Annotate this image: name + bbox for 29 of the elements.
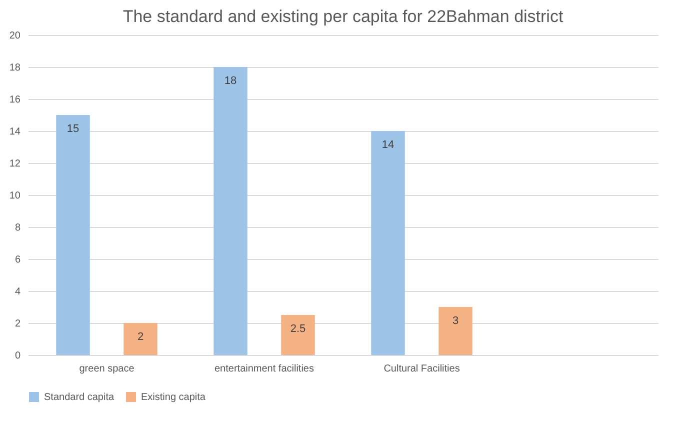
y-tick-label: 10 (9, 190, 21, 202)
y-tick-label: 12 (9, 158, 21, 170)
data-label: 2 (137, 331, 144, 343)
bar (56, 115, 90, 355)
data-label: 14 (382, 139, 394, 151)
y-tick-label: 6 (14, 254, 21, 266)
bar (124, 323, 158, 355)
y-tick-label: 16 (9, 94, 21, 106)
legend-label: Existing capita (141, 392, 206, 403)
data-label: 18 (224, 75, 237, 87)
bar (214, 67, 248, 355)
y-tick-label: 18 (9, 62, 21, 74)
legend-label: Standard capita (44, 392, 114, 403)
data-label: 3 (452, 315, 459, 327)
data-label: 2.5 (290, 323, 306, 335)
bar (438, 307, 472, 355)
data-label: 15 (66, 123, 80, 135)
y-tick-label: 4 (14, 286, 21, 298)
y-tick-label: 2 (14, 318, 21, 330)
x-tick-label: Cultural Facilities (384, 364, 460, 374)
chart-title: The standard and existing per capita for 22Bahman district (122, 7, 564, 26)
bar (281, 315, 315, 355)
y-tick-label: 14 (9, 126, 21, 138)
y-tick-label: 20 (9, 30, 21, 42)
bar (371, 131, 405, 355)
x-tick-label: green space (79, 364, 135, 374)
y-tick-label: 8 (14, 222, 21, 234)
y-tick-label: 0 (14, 350, 21, 362)
x-tick-label: entertainment facilities (214, 364, 314, 374)
